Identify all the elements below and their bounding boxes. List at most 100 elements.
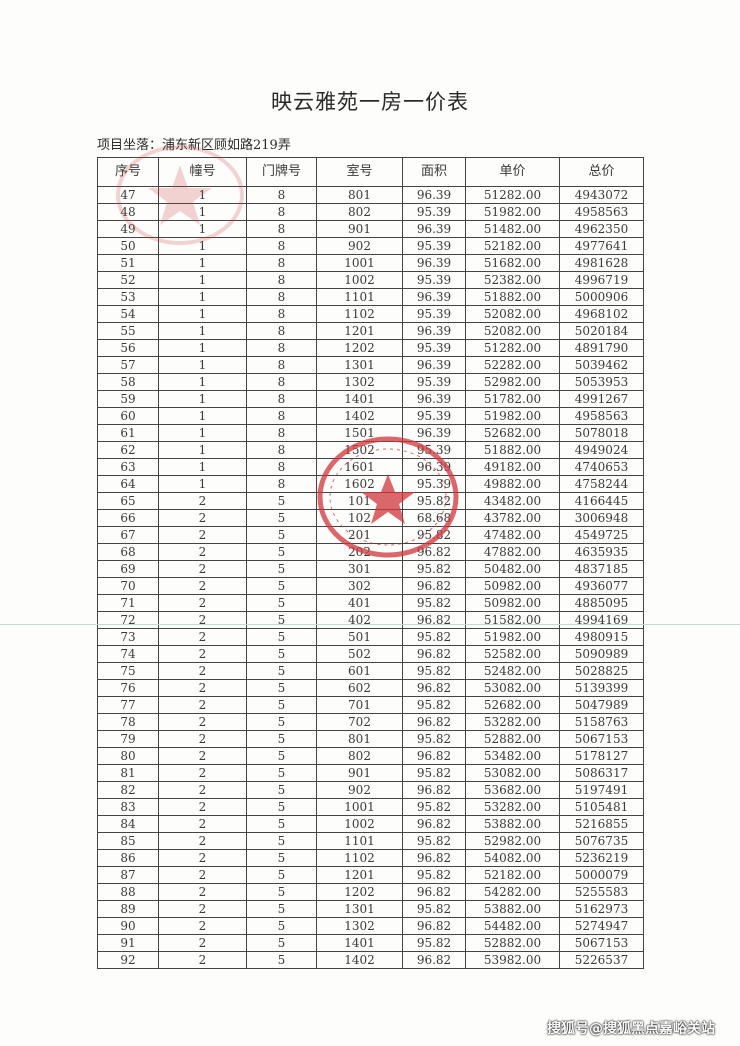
cell-door-number: 5 — [246, 594, 317, 612]
cell-room: 1201 — [316, 866, 403, 884]
cell-area: 96.82 — [402, 611, 466, 629]
cell-building: 2 — [158, 696, 247, 714]
cell-room: 1002 — [316, 271, 403, 289]
cell-index: 47 — [97, 186, 159, 204]
cell-building: 1 — [158, 407, 247, 425]
cell-door-number: 5 — [246, 883, 317, 901]
cell-building: 2 — [158, 509, 247, 527]
cell-building: 1 — [158, 424, 247, 442]
cell-unit-price: 51282.00 — [465, 186, 560, 204]
cell-building: 1 — [158, 220, 247, 238]
cell-door-number: 8 — [246, 441, 317, 459]
cell-index: 50 — [97, 237, 159, 255]
cell-unit-price: 54282.00 — [465, 883, 560, 901]
cell-index: 79 — [97, 730, 159, 748]
cell-total-price: 5197491 — [559, 781, 644, 799]
table-row: 92 2 5 1402 96.82 53982.00 5226537 — [97, 951, 644, 969]
cell-unit-price: 52182.00 — [465, 237, 560, 255]
cell-total-price: 4936077 — [559, 577, 644, 595]
cell-room: 802 — [316, 203, 403, 221]
table-row: 91 2 5 1401 95.82 52882.00 5067153 — [97, 934, 644, 952]
cell-total-price: 4635935 — [559, 543, 644, 561]
cell-total-price: 4837185 — [559, 560, 644, 578]
cell-index: 61 — [97, 424, 159, 442]
table-row: 51 1 8 1001 96.39 51682.00 4981628 — [97, 254, 644, 272]
cell-total-price: 4991267 — [559, 390, 644, 408]
cell-area: 96.39 — [402, 186, 466, 204]
cell-area: 96.82 — [402, 815, 466, 833]
cell-building: 2 — [158, 781, 247, 799]
cell-area: 96.39 — [402, 458, 466, 476]
cell-unit-price: 51982.00 — [465, 628, 560, 646]
cell-room: 1301 — [316, 356, 403, 374]
cell-door-number: 5 — [246, 849, 317, 867]
header-total-price: 总价 — [559, 157, 644, 187]
table-row: 73 2 5 501 95.82 51982.00 4980915 — [97, 628, 644, 646]
table-row: 88 2 5 1202 96.82 54282.00 5255583 — [97, 883, 644, 901]
cell-room: 402 — [316, 611, 403, 629]
cell-unit-price: 50982.00 — [465, 594, 560, 612]
cell-building: 2 — [158, 492, 247, 510]
header-unit-price: 单价 — [465, 157, 560, 187]
table-row: 63 1 8 1601 96.39 49182.00 4740653 — [97, 458, 644, 476]
cell-room: 1202 — [316, 883, 403, 901]
cell-total-price: 5216855 — [559, 815, 644, 833]
cell-door-number: 5 — [246, 526, 317, 544]
cell-total-price: 4958563 — [559, 203, 644, 221]
table-row: 55 1 8 1201 96.39 52082.00 5020184 — [97, 322, 644, 340]
table-row: 54 1 8 1102 95.39 52082.00 4968102 — [97, 305, 644, 323]
cell-total-price: 5000079 — [559, 866, 644, 884]
cell-room: 802 — [316, 747, 403, 765]
cell-index: 92 — [97, 951, 159, 969]
cell-index: 81 — [97, 764, 159, 782]
cell-building: 1 — [158, 373, 247, 391]
table-row: 66 2 5 102 68.68 43782.00 3006948 — [97, 509, 644, 527]
cell-unit-price: 43782.00 — [465, 509, 560, 527]
cell-area: 95.39 — [402, 441, 466, 459]
table-row: 48 1 8 802 95.39 51982.00 4958563 — [97, 203, 644, 221]
cell-door-number: 5 — [246, 628, 317, 646]
cell-building: 2 — [158, 866, 247, 884]
cell-door-number: 5 — [246, 679, 317, 697]
cell-door-number: 5 — [246, 815, 317, 833]
cell-unit-price: 53082.00 — [465, 764, 560, 782]
cell-index: 82 — [97, 781, 159, 799]
table-row: 69 2 5 301 95.82 50482.00 4837185 — [97, 560, 644, 578]
cell-room: 601 — [316, 662, 403, 680]
cell-total-price: 5162973 — [559, 900, 644, 918]
cell-area: 95.82 — [402, 730, 466, 748]
cell-building: 1 — [158, 458, 247, 476]
cell-room: 902 — [316, 781, 403, 799]
cell-area: 95.39 — [402, 271, 466, 289]
cell-index: 89 — [97, 900, 159, 918]
cell-door-number: 5 — [246, 951, 317, 969]
cell-building: 1 — [158, 322, 247, 340]
cell-room: 1102 — [316, 305, 403, 323]
cell-building: 2 — [158, 594, 247, 612]
cell-area: 95.82 — [402, 866, 466, 884]
table-row: 77 2 5 701 95.82 52682.00 5047989 — [97, 696, 644, 714]
cell-area: 95.39 — [402, 407, 466, 425]
cell-room: 1101 — [316, 832, 403, 850]
cell-door-number: 5 — [246, 492, 317, 510]
cell-room: 301 — [316, 560, 403, 578]
cell-index: 70 — [97, 577, 159, 595]
cell-building: 1 — [158, 441, 247, 459]
cell-unit-price: 49882.00 — [465, 475, 560, 493]
cell-room: 701 — [316, 696, 403, 714]
cell-unit-price: 53882.00 — [465, 815, 560, 833]
cell-unit-price: 52482.00 — [465, 662, 560, 680]
cell-room: 1501 — [316, 424, 403, 442]
cell-unit-price: 53082.00 — [465, 679, 560, 697]
cell-total-price: 4977641 — [559, 237, 644, 255]
cell-total-price: 4958563 — [559, 407, 644, 425]
cell-total-price: 5236219 — [559, 849, 644, 867]
cell-room: 1302 — [316, 373, 403, 391]
cell-index: 83 — [97, 798, 159, 816]
cell-index: 72 — [97, 611, 159, 629]
cell-unit-price: 52282.00 — [465, 356, 560, 374]
cell-unit-price: 52682.00 — [465, 424, 560, 442]
cell-door-number: 8 — [246, 271, 317, 289]
cell-total-price: 4962350 — [559, 220, 644, 238]
cell-unit-price: 51882.00 — [465, 288, 560, 306]
